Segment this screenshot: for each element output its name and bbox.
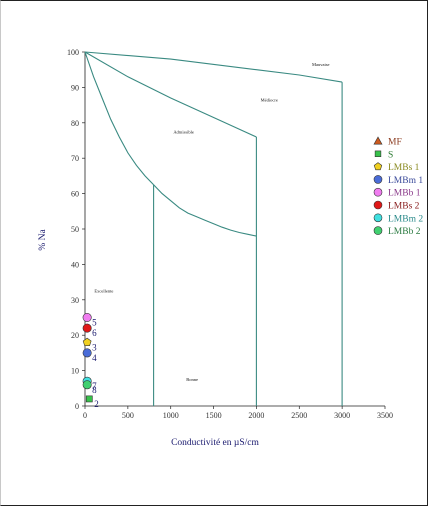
- legend-label: LMBs 1: [388, 163, 420, 173]
- legend-label: LMBs 2: [388, 202, 420, 212]
- point-label: 7: [92, 381, 97, 391]
- zone-label: Médiocre: [261, 98, 278, 103]
- point-label: 6: [92, 328, 97, 338]
- legend-marker: [373, 175, 383, 184]
- y-tick-label: 40: [71, 260, 79, 269]
- x-tick-label: 500: [122, 411, 134, 420]
- legend-label: S: [388, 150, 393, 160]
- legend-marker: [373, 200, 383, 210]
- data-points: 2 34 56 78: [82, 312, 99, 409]
- x-tick-label: 3000: [334, 411, 350, 420]
- x-tick-label: 1500: [206, 411, 222, 420]
- y-tick-label: 10: [71, 367, 79, 376]
- x-tick-label: 0: [83, 411, 87, 420]
- data-point: [85, 395, 93, 403]
- zone-label: Mauvaise: [312, 62, 330, 67]
- point-label: 5: [92, 318, 97, 328]
- x-tick-label: 3500: [377, 411, 393, 420]
- legend-label: LMBm 2: [388, 214, 423, 224]
- zone-label: Excellente: [94, 289, 113, 294]
- legend-marker: [373, 226, 383, 235]
- y-tick-label: 0: [75, 402, 79, 411]
- y-tick-label: 70: [71, 154, 79, 163]
- legend-marker: [373, 187, 383, 197]
- zone-boundaries: [84, 51, 343, 406]
- point-label: 4: [92, 353, 97, 363]
- zone-labels: Excellente Bonne Admissible Médiocre Mauvais…: [94, 62, 329, 382]
- y-tick-label: 60: [71, 190, 79, 199]
- data-point: [82, 337, 92, 346]
- data-point: [82, 348, 92, 358]
- y-tick-label: 90: [71, 83, 79, 92]
- x-ticks: 0 500 1000 1500 2000 2500 3000 3500: [83, 406, 393, 420]
- point-label: 3: [92, 342, 97, 352]
- y-axis-title: % Na: [38, 229, 48, 251]
- legend-label: LMBm 1: [388, 176, 423, 186]
- data-point: [82, 380, 92, 390]
- y-tick-label: 50: [71, 225, 79, 234]
- zone-boundary-curve-admissible-mediocre: [84, 51, 257, 138]
- legend: MF S LMBs 1 LMBm 1 LMBb 1 LMBs 2 LMBm 2 LMBb 2: [373, 136, 423, 237]
- zone-label: Admissible: [173, 129, 194, 134]
- x-tick-label: 1000: [163, 411, 179, 420]
- x-tick-label: 2500: [291, 411, 307, 420]
- axes: [84, 52, 385, 407]
- x-tick-label: 2000: [248, 411, 264, 420]
- legend-marker: [373, 136, 383, 145]
- legend-marker: [373, 162, 383, 171]
- y-tick-label: 80: [71, 119, 79, 128]
- y-tick-label: 100: [67, 48, 79, 57]
- legend-marker: [374, 150, 382, 157]
- y-tick-label: 30: [71, 296, 79, 305]
- zone-boundary-curve-bonne-admissible: [153, 184, 257, 237]
- legend-label: LMBb 1: [388, 189, 421, 199]
- legend-label: MF: [388, 138, 402, 148]
- zone-boundary-curve-excellente-bonne: [84, 51, 154, 186]
- zone-boundary-line-mediocre-mauvaise: [84, 51, 343, 83]
- zone-label: Bonne: [186, 377, 198, 382]
- x-axis-title: Conductivité en µS/cm: [171, 438, 259, 448]
- data-point: [82, 312, 92, 322]
- y-tick-label: 20: [71, 331, 79, 340]
- legend-marker: [373, 213, 383, 223]
- point-label: 2: [94, 399, 99, 409]
- legend-label: LMBb 2: [388, 227, 421, 237]
- point-label: 8: [92, 385, 97, 395]
- data-point: [82, 323, 92, 333]
- y-ticks: 0 10 20 30 40 50 60 70 80 90 100: [67, 48, 85, 411]
